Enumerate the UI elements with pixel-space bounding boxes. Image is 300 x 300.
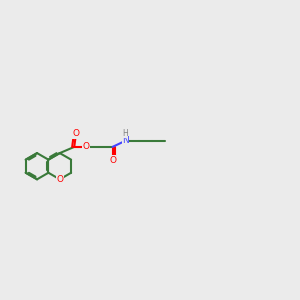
Text: O: O [56, 175, 63, 184]
Text: O: O [73, 129, 80, 138]
Text: O: O [109, 155, 116, 164]
Text: N: N [122, 136, 129, 145]
Text: O: O [83, 142, 90, 152]
Text: H: H [122, 129, 128, 138]
